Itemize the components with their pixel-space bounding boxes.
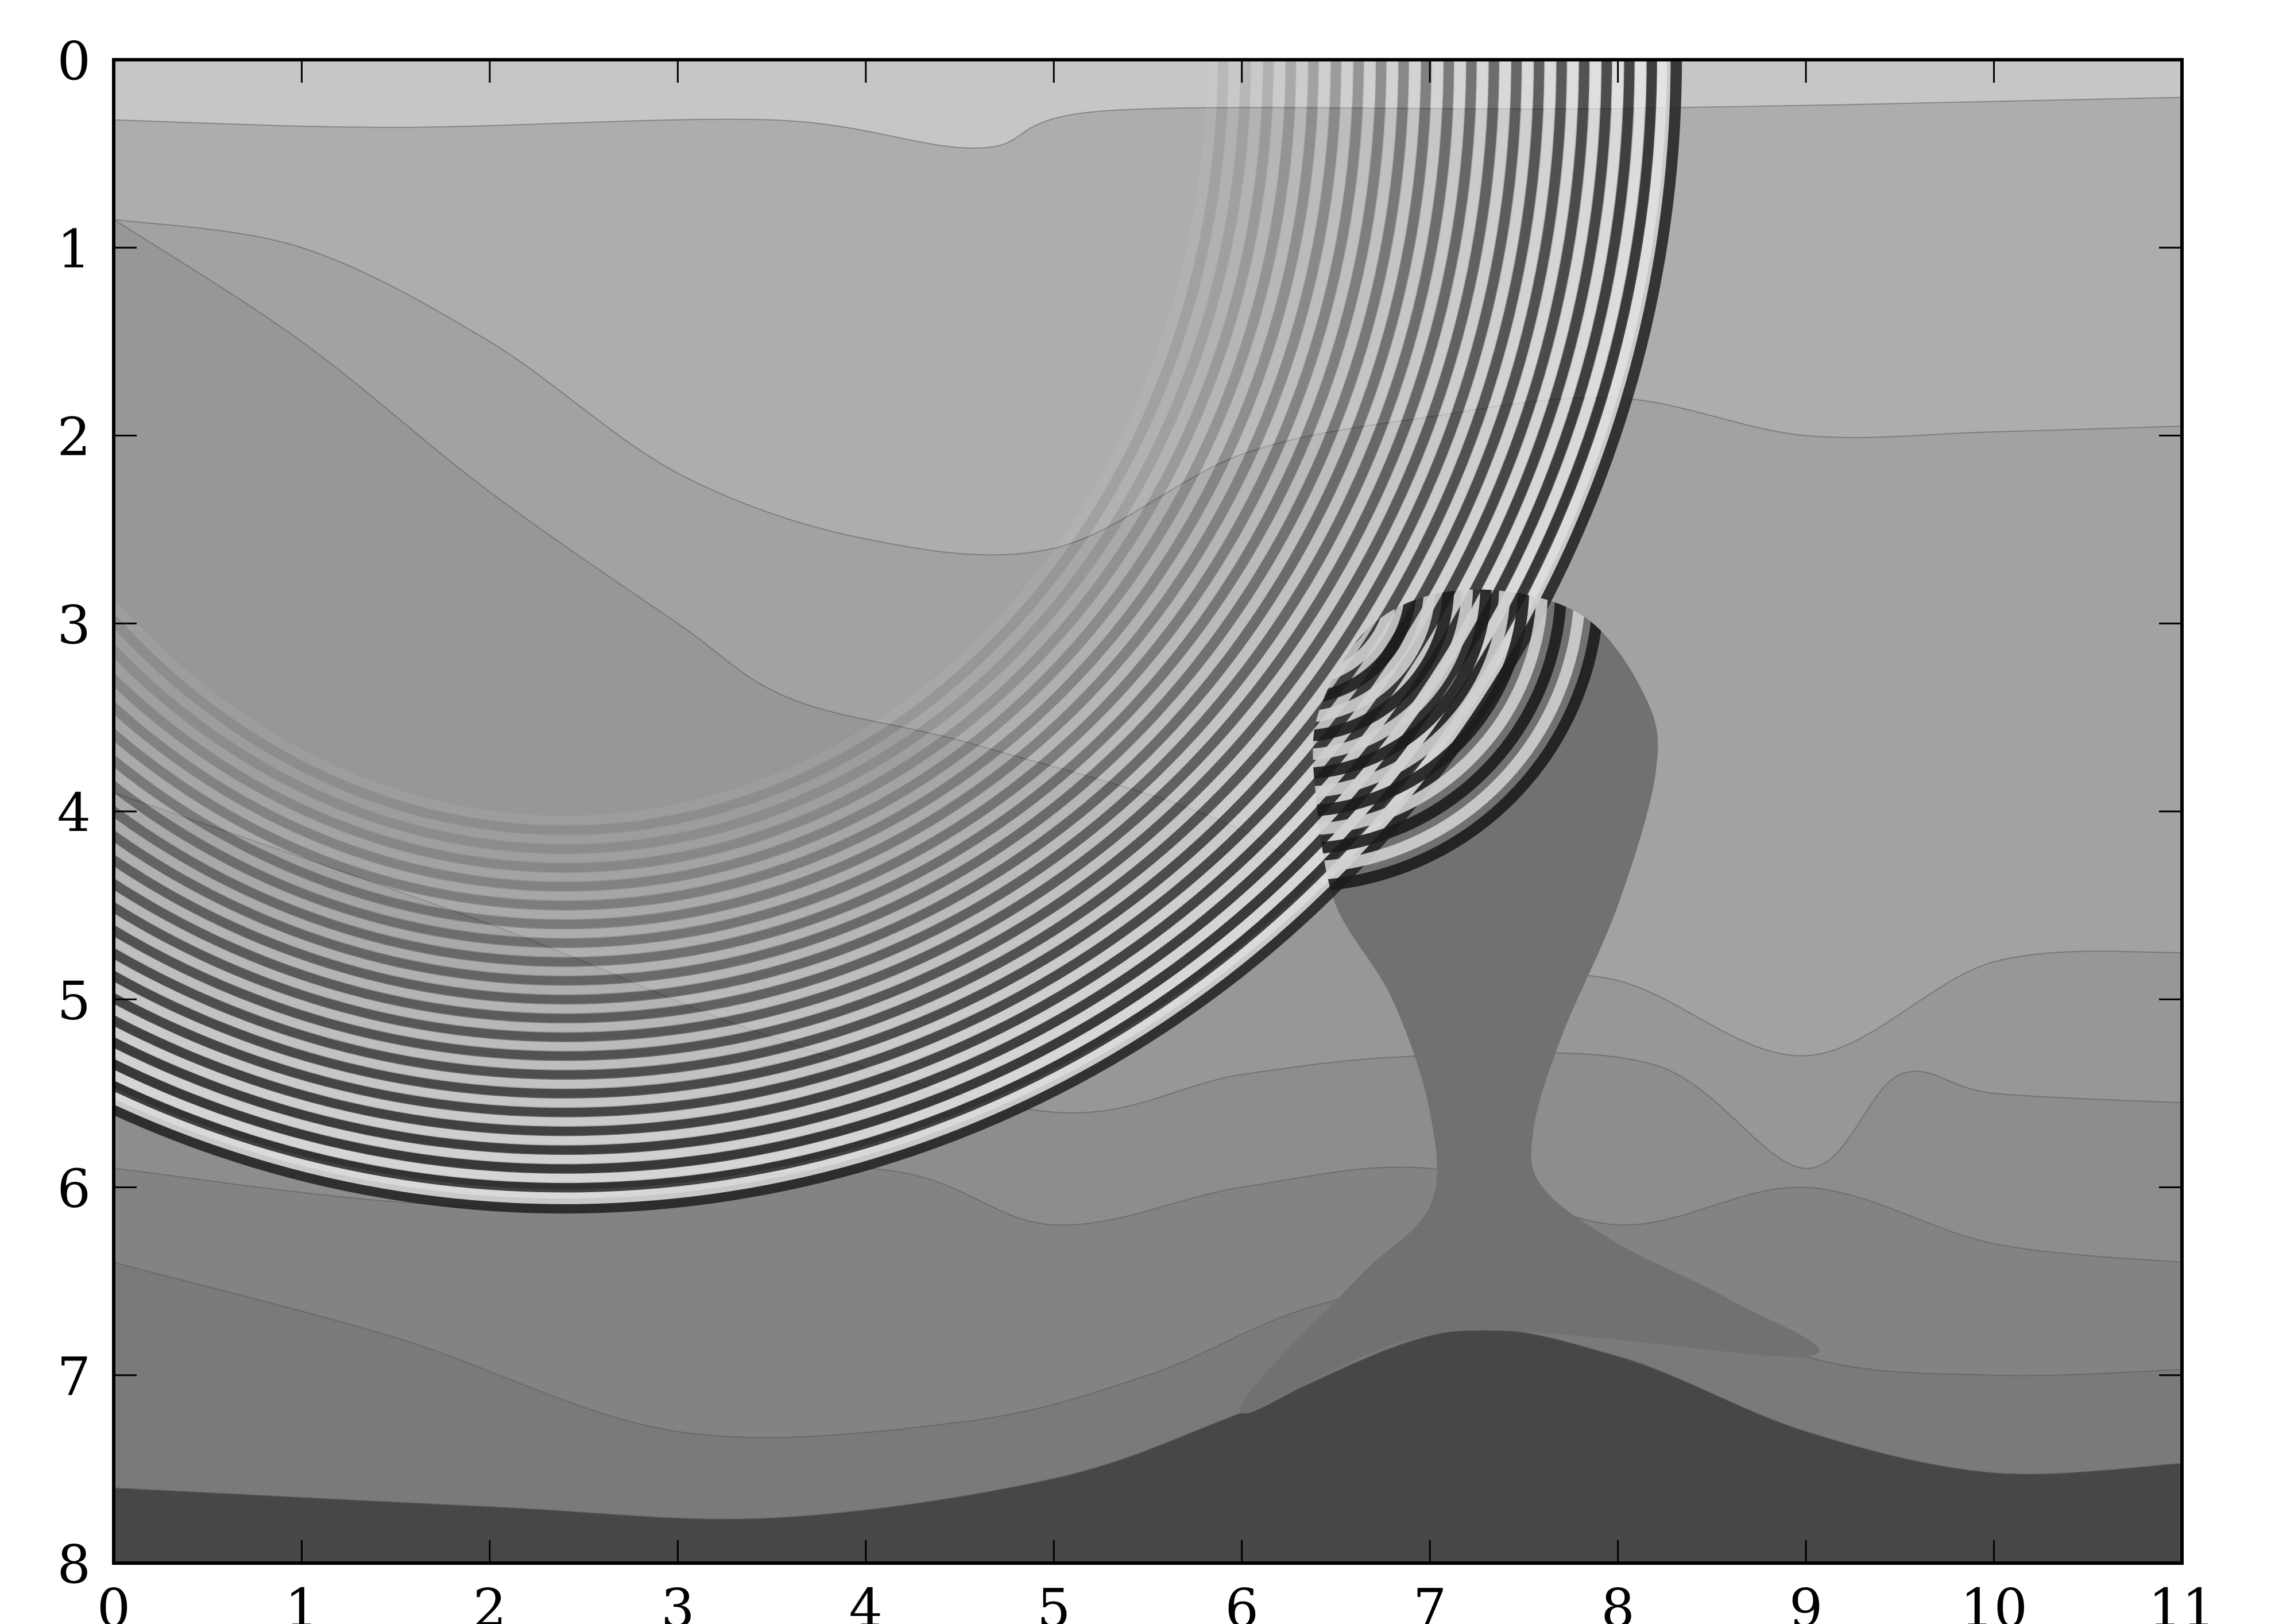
wavefront-arc xyxy=(114,60,1443,1014)
y-tick-label: 1 xyxy=(57,218,91,280)
wavefront-arc xyxy=(114,60,1533,1089)
y-tick-label: 7 xyxy=(57,1346,91,1408)
x-tick-label: 5 xyxy=(1037,1577,1071,1624)
wavefront-arc xyxy=(114,60,1488,1051)
x-tick-label: 1 xyxy=(285,1577,319,1624)
wavefront-arc xyxy=(114,60,1217,826)
wavefront-arc xyxy=(114,60,1296,892)
wavefront-arc xyxy=(114,60,1522,1080)
wavefront-arc xyxy=(114,60,1657,1192)
y-tick-label: 6 xyxy=(57,1158,91,1220)
wavefront-arc xyxy=(114,60,1646,1183)
wavefront-arc xyxy=(114,60,1589,1136)
wavefront-arc xyxy=(114,60,1330,920)
wavefront-arc xyxy=(114,60,1420,995)
wavefront-arc xyxy=(114,60,1341,929)
x-tick-label: 10 xyxy=(1960,1577,2028,1624)
wavefront-arc xyxy=(114,60,1623,1164)
wavefront-arc xyxy=(114,60,1274,873)
wavefront-arc xyxy=(114,60,1454,1023)
wavefront-arc xyxy=(114,60,1465,1033)
wavefront-arc xyxy=(114,60,1601,1146)
wavefront-arc xyxy=(114,60,1578,1127)
wavefront-arc xyxy=(114,60,1634,1174)
wavefront-arc xyxy=(114,60,1285,883)
y-axis: 0 1 2 3 4 5 6 7 8 xyxy=(57,30,2182,1595)
x-tick-label: 8 xyxy=(1601,1577,1635,1624)
wavefront-arc xyxy=(114,60,1499,1061)
x-tick-label: 3 xyxy=(661,1577,695,1624)
y-tick-label: 3 xyxy=(57,594,91,656)
wavefront-arc xyxy=(114,60,1228,836)
wavefront-arc xyxy=(114,60,1262,864)
wavefront-arc xyxy=(114,60,1431,1004)
wavefront-arc xyxy=(114,60,1240,845)
wavefront-arc xyxy=(114,60,1510,1070)
x-axis: 0 1 2 3 4 5 6 7 8 9 10 11 xyxy=(97,60,2216,1624)
wavefront-arc xyxy=(114,60,1682,1213)
wavefront-arc xyxy=(114,60,1307,901)
x-tick-label: 4 xyxy=(849,1577,883,1624)
y-tick-label: 2 xyxy=(57,407,91,468)
y-tick-label: 0 xyxy=(57,30,91,92)
wavefront-arc xyxy=(114,60,1556,1108)
wavefront-arc xyxy=(114,60,1318,911)
wavefront-arc xyxy=(114,60,1352,939)
x-tick-label: 11 xyxy=(2148,1577,2215,1624)
wavefront-arc xyxy=(114,60,1612,1155)
wavefront-arc xyxy=(114,60,1398,976)
y-tick-label: 4 xyxy=(57,782,91,844)
wavefront-arc xyxy=(114,60,1567,1118)
x-tick-label: 6 xyxy=(1225,1577,1259,1624)
y-tick-label: 5 xyxy=(57,970,91,1031)
wavefront-arc xyxy=(114,60,1375,957)
x-tick-label: 7 xyxy=(1413,1577,1447,1624)
wavefront-arc xyxy=(114,60,1251,854)
wavefront-arc xyxy=(114,60,1544,1099)
x-tick-label: 0 xyxy=(97,1577,131,1624)
wavefront-arc xyxy=(114,60,1386,967)
wavefront-arc xyxy=(114,60,1670,1204)
x-tick-label: 2 xyxy=(473,1577,507,1624)
wavefront-arc xyxy=(114,60,1364,948)
wavefront-arcs xyxy=(114,60,1682,1213)
plot-area xyxy=(114,60,2182,1563)
y-tick-label: 8 xyxy=(57,1534,91,1595)
wavefront-arc xyxy=(114,60,1476,1042)
wavefront-arc xyxy=(114,60,1409,986)
x-tick-label: 9 xyxy=(1789,1577,1823,1624)
